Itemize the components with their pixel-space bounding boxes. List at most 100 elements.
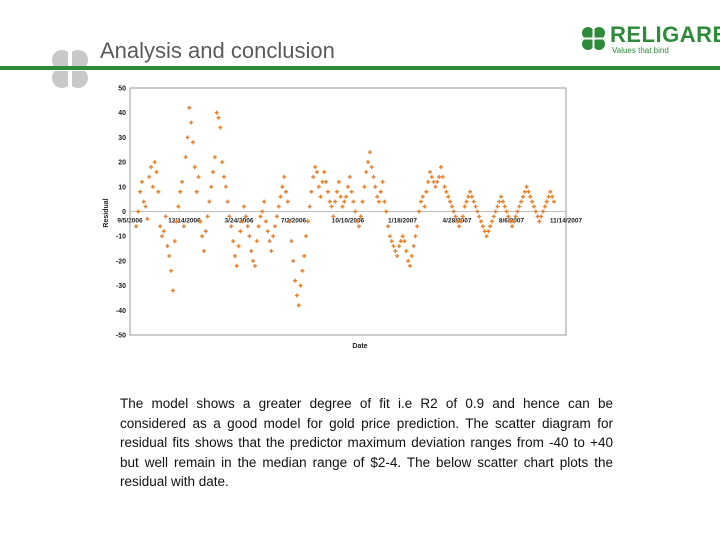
x-tick-label: 1/18/2007 <box>388 218 417 225</box>
scatter-point <box>316 184 321 189</box>
scatter-point <box>533 209 538 214</box>
scatter-point <box>207 199 212 204</box>
scatter-point <box>349 189 354 194</box>
x-tick-label: 10/10/2006 <box>332 218 365 225</box>
scatter-point <box>446 194 451 199</box>
scatter-point <box>508 219 513 224</box>
scatter-point <box>136 209 141 214</box>
scatter-point <box>462 204 467 209</box>
scatter-point <box>285 199 290 204</box>
scatter-point <box>134 224 138 229</box>
scatter-point <box>242 204 247 209</box>
scatter-point <box>429 174 434 179</box>
scatter-point <box>154 169 159 174</box>
title-underline-left <box>0 66 96 70</box>
scatter-point <box>433 184 438 189</box>
scatter-point <box>174 219 179 224</box>
scatter-point <box>178 189 183 194</box>
scatter-point <box>163 214 168 219</box>
scatter-point <box>167 253 172 258</box>
scatter-point <box>198 219 203 224</box>
scatter-point <box>305 219 310 224</box>
scatter-point <box>480 224 485 229</box>
scatter-point <box>362 184 367 189</box>
scatter-point <box>497 199 502 204</box>
scatter-point <box>231 239 236 244</box>
scatter-point <box>313 165 318 170</box>
y-tick-label: 50 <box>118 86 126 93</box>
x-axis-label: Date <box>352 343 367 350</box>
scatter-point <box>407 263 412 268</box>
scatter-point <box>449 204 454 209</box>
scatter-point <box>491 214 496 219</box>
scatter-point <box>387 234 392 239</box>
scatter-point <box>220 160 225 165</box>
scatter-point <box>254 239 259 244</box>
scatter-point <box>459 219 464 224</box>
scatter-point <box>420 194 425 199</box>
scatter-point <box>400 234 405 239</box>
scatter-point <box>375 194 380 199</box>
scatter-point <box>382 199 387 204</box>
scatter-point <box>260 209 265 214</box>
scatter-point <box>190 140 195 145</box>
scatter-point <box>515 209 520 214</box>
scatter-point <box>247 234 252 239</box>
scatter-point <box>502 204 507 209</box>
scatter-point <box>466 194 471 199</box>
scatter-point <box>262 199 267 204</box>
scatter-point <box>510 224 515 229</box>
y-tick-label: 40 <box>118 110 126 117</box>
scatter-point <box>513 214 518 219</box>
scatter-point <box>345 184 350 189</box>
x-tick-label: 3/24/2006 <box>225 218 254 225</box>
scatter-point <box>187 105 192 110</box>
y-tick-label: 10 <box>118 184 126 191</box>
y-tick-label: -20 <box>116 258 126 265</box>
scatter-point <box>415 224 420 229</box>
scatter-point <box>340 204 345 209</box>
x-tick-label: 7/2/2006 <box>281 218 307 225</box>
scatter-point <box>528 194 533 199</box>
scatter-point <box>256 224 261 229</box>
scatter-point <box>511 219 516 224</box>
scatter-point <box>342 199 347 204</box>
scatter-point <box>327 199 332 204</box>
scatter-point <box>444 189 449 194</box>
scatter-point <box>273 224 278 229</box>
scatter-point <box>200 234 205 239</box>
scatter-point <box>294 293 299 298</box>
scatter-point <box>274 214 279 219</box>
scatter-point <box>435 179 440 184</box>
scatter-point <box>369 165 374 170</box>
scatter-point <box>322 169 327 174</box>
scatter-point <box>324 179 329 184</box>
scatter-point <box>278 194 283 199</box>
scatter-point <box>490 219 495 224</box>
y-tick-label: 20 <box>118 160 126 167</box>
scatter-point <box>519 199 524 204</box>
scatter-point <box>181 224 186 229</box>
scatter-point <box>479 219 484 224</box>
scatter-point <box>524 184 529 189</box>
scatter-point <box>307 204 312 209</box>
scatter-point <box>205 214 210 219</box>
scatter-point <box>291 258 296 263</box>
scatter-point <box>269 249 274 254</box>
scatter-point <box>464 199 469 204</box>
scatter-point <box>251 258 256 263</box>
scatter-point <box>539 214 544 219</box>
scatter-point <box>391 244 396 249</box>
logo-wordmark: RELIGARE <box>610 22 720 47</box>
title-underline <box>96 66 720 70</box>
scatter-point <box>360 199 365 204</box>
scatter-point <box>216 115 221 120</box>
scatter-point <box>221 174 226 179</box>
scatter-point <box>201 249 206 254</box>
scatter-point <box>331 214 336 219</box>
scatter-point <box>143 204 148 209</box>
scatter-point <box>460 214 465 219</box>
scatter-point <box>386 224 391 229</box>
scatter-point <box>353 209 358 214</box>
